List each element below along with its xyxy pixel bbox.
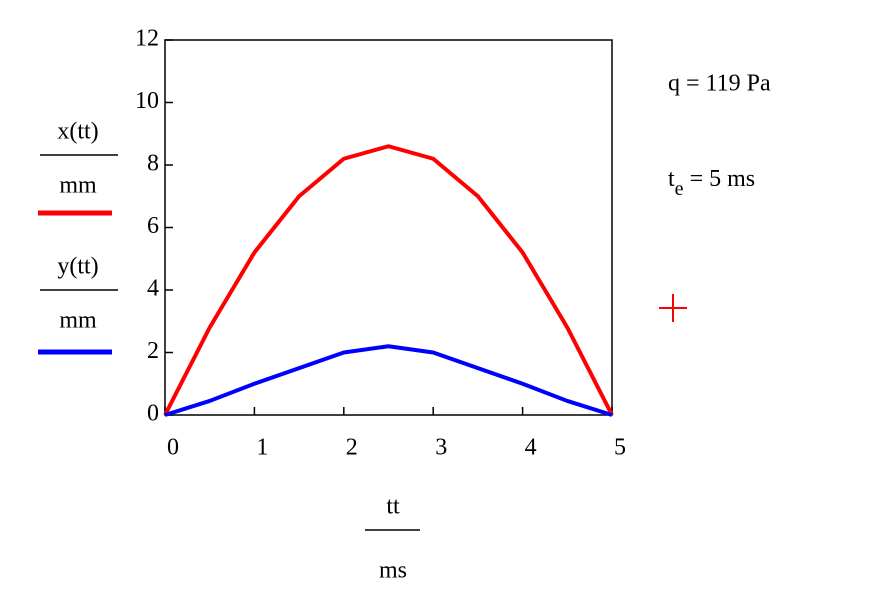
x-tick-label: 0 <box>167 435 179 461</box>
cursor-marker <box>659 294 687 322</box>
x-axis-label: tt <box>386 494 400 520</box>
series-line <box>164 344 613 417</box>
x-tick-label: 4 <box>525 435 537 461</box>
y-tick-label: 12 <box>135 26 159 52</box>
x-axis-unit: ms <box>379 558 407 584</box>
legend-label: y(tt) <box>57 254 98 280</box>
legend-unit: mm <box>59 308 97 334</box>
legend-label: x(tt) <box>57 119 98 145</box>
y-tick-label: 0 <box>147 401 159 427</box>
x-tick-label: 3 <box>435 435 447 461</box>
annotation: q = 119 Pa <box>668 71 771 97</box>
annotation-text: = 5 ms <box>690 166 756 192</box>
y-tick-label: 6 <box>147 213 159 239</box>
annotation: te = 5 ms <box>668 166 755 200</box>
x-tick-label: 1 <box>256 435 268 461</box>
legend-unit: mm <box>59 173 97 199</box>
x-tick-label: 5 <box>614 435 626 461</box>
x-tick-label: 2 <box>346 435 358 461</box>
annotation-symbol: t <box>668 166 675 192</box>
y-tick-label: 10 <box>135 88 159 114</box>
series-line <box>163 144 614 416</box>
y-tick-label: 2 <box>147 338 159 364</box>
y-tick-label: 8 <box>147 151 159 177</box>
plot-frame <box>164 39 613 416</box>
y-tick-label: 4 <box>147 276 159 302</box>
annotation-subscript: e <box>675 178 684 200</box>
